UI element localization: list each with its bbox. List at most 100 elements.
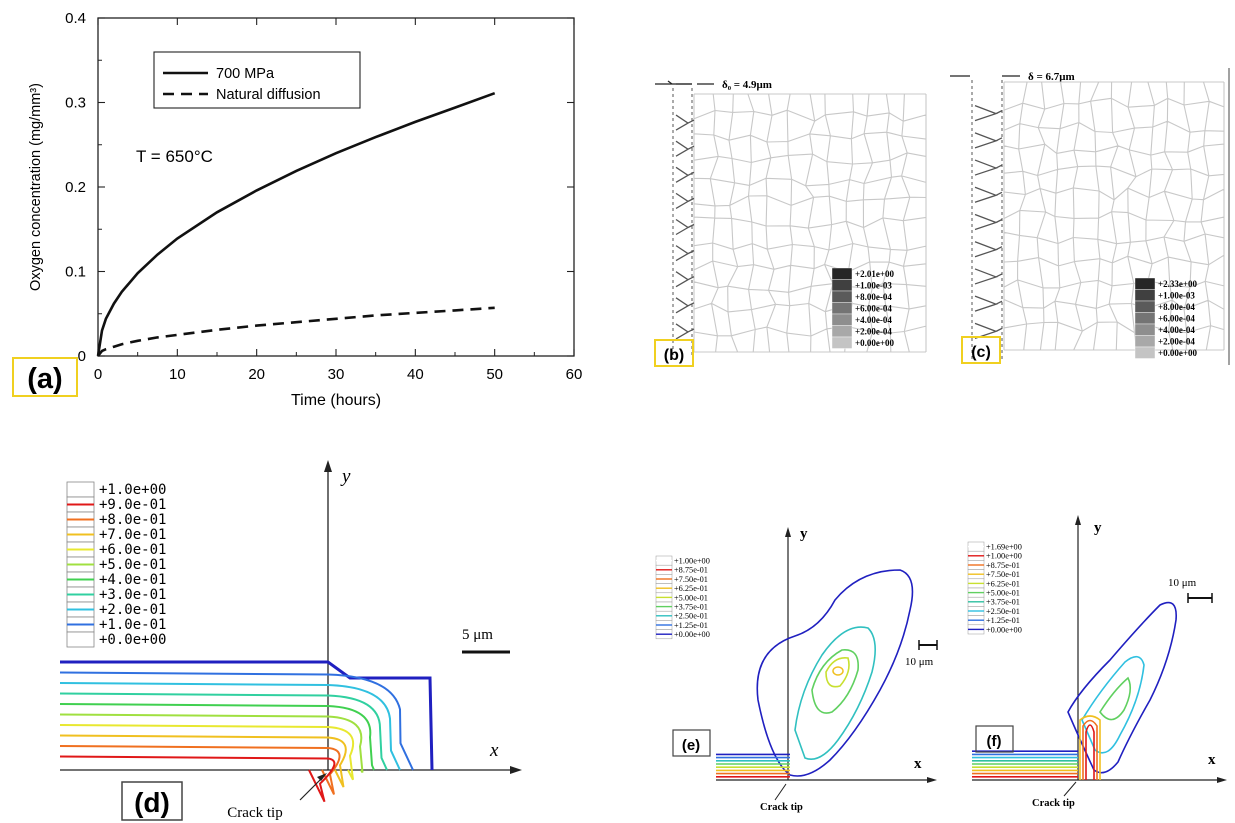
legend-label: +2.50e-01 xyxy=(674,612,708,621)
legend-label: +6.25e-01 xyxy=(986,579,1020,588)
panel-label-box xyxy=(121,781,183,821)
legend-label: +1.69e+00 xyxy=(986,543,1022,552)
contour-line xyxy=(825,656,850,688)
legend: 700 MPa Natural diffusion xyxy=(153,51,361,109)
contour-legend: +1.69e+00+1.00e+00+8.75e-01+7.50e-01+6.2… xyxy=(967,541,1022,634)
y-axis-arrow xyxy=(324,460,332,472)
grain-mesh xyxy=(675,93,927,353)
legend-label: +2.01e+00 xyxy=(855,269,895,279)
x-tick-label: 0 xyxy=(94,366,102,383)
panel-label: (e) xyxy=(682,737,700,754)
legend-swatch xyxy=(1134,335,1156,348)
panel-label-box xyxy=(975,725,1014,753)
legend-swatch xyxy=(1134,289,1156,302)
contour-legend: +1.0e+00+9.0e-01+8.0e-01+7.0e-01+6.0e-01… xyxy=(66,481,166,648)
legend-label: +1.25e-01 xyxy=(674,621,708,630)
panel-d: +1.0e+00+9.0e-01+8.0e-01+7.0e-01+6.0e-01… xyxy=(59,460,522,821)
y-axis-label: y xyxy=(340,466,351,487)
contour-line xyxy=(59,755,336,803)
legend-label: +1.00e+00 xyxy=(986,552,1022,561)
panel-label: (f) xyxy=(987,733,1002,750)
legend-label: +2.00e-04 xyxy=(855,327,892,337)
crack-tip-label: Crack tip xyxy=(1032,798,1075,809)
legend-swatch xyxy=(831,290,853,303)
legend-swatch xyxy=(831,302,853,315)
legend-label: +5.00e-01 xyxy=(674,593,708,602)
panel-label: (d) xyxy=(134,787,170,818)
legend-label: +1.25e-01 xyxy=(986,616,1020,625)
contour-line xyxy=(1067,601,1177,774)
legend-label: +0.00e+00 xyxy=(1158,348,1198,358)
legend-swatch xyxy=(1134,346,1156,359)
legend-label: +1.00e-03 xyxy=(855,281,892,291)
legend-label: +8.00e-04 xyxy=(1158,302,1195,312)
thickness-label: δ₀ = 4.9μm xyxy=(722,79,772,91)
legend-swatch xyxy=(831,313,853,326)
x-tick-label: 20 xyxy=(248,366,265,383)
contour-line xyxy=(59,703,375,771)
y-axis-arrow xyxy=(1075,515,1081,525)
x-tick-label: 60 xyxy=(566,366,583,383)
legend-label: +6.0e-01 xyxy=(99,542,166,558)
contour-line xyxy=(1081,655,1145,754)
legend-label: +3.75e-01 xyxy=(986,598,1020,607)
legend-swatch xyxy=(1134,300,1156,313)
crack-tip-arrowhead xyxy=(317,773,327,781)
legend-cell xyxy=(66,481,95,498)
panel-label-box xyxy=(961,336,1001,364)
x-tick-label: 50 xyxy=(486,366,503,383)
y-axis-label: Oxygen concentration (mg/mm³) xyxy=(28,83,44,291)
legend-label: +1.0e+00 xyxy=(99,482,166,498)
legend-swatch xyxy=(831,336,853,349)
contour-line xyxy=(59,713,364,774)
crack-tip-label: Crack tip xyxy=(760,802,803,813)
legend-label: +4.00e-04 xyxy=(855,315,892,325)
legend-label: +1.00e-03 xyxy=(1158,291,1195,301)
y-axis-arrow xyxy=(785,527,791,537)
grain-mesh xyxy=(974,81,1225,351)
legend-label: +1.00e+00 xyxy=(674,557,710,566)
thickness-label: δ = 6.7μm xyxy=(1028,71,1075,83)
crack-tip-pointer xyxy=(1063,781,1077,797)
legend-label: +1.0e-01 xyxy=(99,617,166,633)
legend-label: +4.00e-04 xyxy=(1158,325,1195,335)
scale-bar-label: 10 μm xyxy=(1168,577,1197,589)
x-axis-label: Time (hours) xyxy=(291,392,381,409)
legend-label: +8.75e-01 xyxy=(674,566,708,575)
contour-lines xyxy=(716,569,914,778)
grain-boundaries xyxy=(1003,81,1225,351)
contour-line xyxy=(59,692,388,771)
legend-swatch xyxy=(831,267,853,280)
x-tick-label: 40 xyxy=(407,366,424,383)
contour-line xyxy=(1079,715,1101,780)
panel-label: (a) xyxy=(27,363,62,395)
axis-ticks: 0 10 20 30 40 50 60 0 0.1 0.2 0.3 0.4 xyxy=(65,10,582,383)
oxide-penetration xyxy=(974,105,1003,340)
y-axis-label: y xyxy=(800,526,808,542)
crack-tip-label: Crack tip xyxy=(227,805,282,821)
legend-label: +9.0e-01 xyxy=(99,497,166,513)
legend-swatch xyxy=(1134,312,1156,325)
contour-line xyxy=(756,569,914,777)
legend-label: +7.0e-01 xyxy=(99,527,166,543)
y-tick-label: 0.4 xyxy=(65,10,86,27)
legend-label: +0.0e+00 xyxy=(99,632,166,648)
x-tick-label: 10 xyxy=(169,366,186,383)
legend-label: +2.33e+00 xyxy=(1158,279,1198,289)
contour-line xyxy=(59,682,401,771)
legend-label: +4.0e-01 xyxy=(99,572,166,588)
series-line-solid xyxy=(96,91,496,357)
temperature-annotation: T = 650°C xyxy=(136,147,213,166)
legend-label: +2.50e-01 xyxy=(986,607,1020,616)
legend-swatch xyxy=(1134,277,1156,290)
contour-line xyxy=(832,666,844,676)
legend-label: +6.00e-04 xyxy=(1158,314,1195,324)
legend-label: 700 MPa xyxy=(216,66,275,82)
legend-label: +0.00e+00 xyxy=(855,338,895,348)
x-axis-arrow xyxy=(1217,777,1227,783)
contour-line xyxy=(59,671,414,771)
contour-lines xyxy=(59,660,434,803)
y-tick-label: 0.2 xyxy=(65,179,86,196)
